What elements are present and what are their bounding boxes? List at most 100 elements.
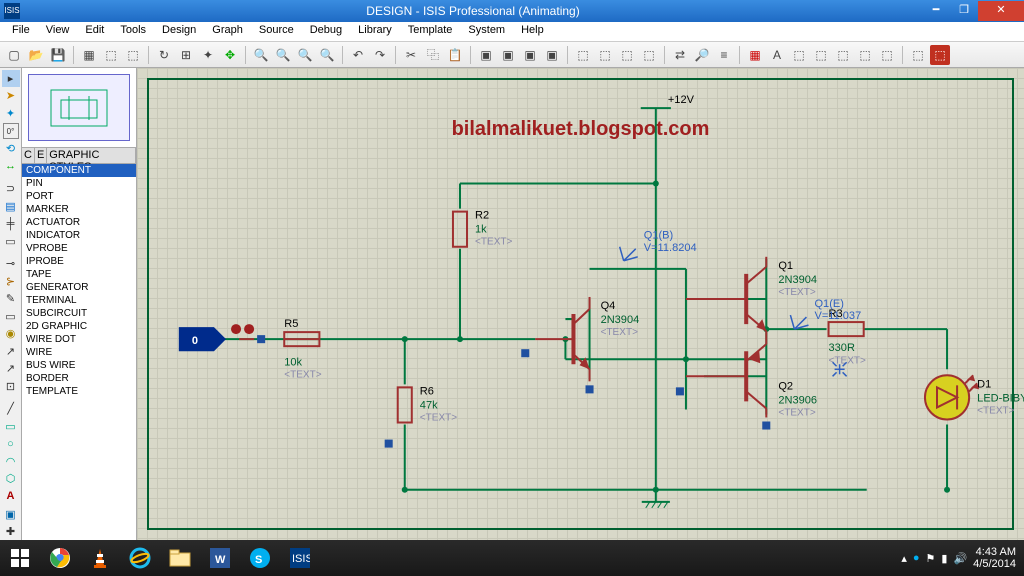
tray-skype-icon[interactable]: ●: [913, 552, 920, 564]
object-selector[interactable]: COMPONENTPINPORTMARKERACTUATORINDICATORV…: [22, 164, 136, 540]
object-type-item[interactable]: TERMINAL: [22, 294, 136, 307]
print-area-button[interactable]: ▦: [79, 45, 99, 65]
packaging-button[interactable]: ⬚: [617, 45, 637, 65]
new-button[interactable]: ▢: [4, 45, 24, 65]
marker-2d-icon[interactable]: ✚: [2, 523, 20, 540]
junction-mode-icon[interactable]: ✦: [2, 105, 20, 122]
menu-library[interactable]: Library: [350, 22, 400, 41]
object-type-item[interactable]: 2D GRAPHIC: [22, 320, 136, 333]
skype-icon[interactable]: S: [240, 540, 280, 576]
search-button[interactable]: 🔎: [692, 45, 712, 65]
chrome-icon[interactable]: [40, 540, 80, 576]
object-type-item[interactable]: PORT: [22, 190, 136, 203]
arc-2d-icon[interactable]: ◠: [2, 453, 20, 470]
zoom-area-button[interactable]: 🔍: [317, 45, 337, 65]
word-icon[interactable]: W: [200, 540, 240, 576]
paste-button[interactable]: 📋: [445, 45, 465, 65]
menu-design[interactable]: Design: [154, 22, 204, 41]
box-2d-icon[interactable]: ▭: [2, 418, 20, 435]
object-type-item[interactable]: COMPONENT: [22, 164, 136, 177]
tool4-button[interactable]: ⬚: [908, 45, 928, 65]
object-type-item[interactable]: VPROBE: [22, 242, 136, 255]
origin-button[interactable]: ✦: [198, 45, 218, 65]
import-button[interactable]: ⬚: [101, 45, 121, 65]
tape-icon[interactable]: ▭: [2, 308, 20, 325]
menu-source[interactable]: Source: [251, 22, 302, 41]
object-type-item[interactable]: BORDER: [22, 372, 136, 385]
menu-file[interactable]: File: [4, 22, 38, 41]
isis-task-icon[interactable]: ISIS: [280, 540, 320, 576]
label-mode-icon[interactable]: ⟲: [2, 140, 20, 157]
explorer-icon[interactable]: [160, 540, 200, 576]
tool2-button[interactable]: ⬚: [855, 45, 875, 65]
component-mode-icon[interactable]: ➤: [2, 88, 20, 105]
make-device-button[interactable]: ⬚: [595, 45, 615, 65]
graph-icon[interactable]: ✎: [2, 290, 20, 307]
pick-button[interactable]: ⬚: [573, 45, 593, 65]
text-2d-icon[interactable]: A: [2, 488, 20, 505]
menu-tools[interactable]: Tools: [112, 22, 154, 41]
component-q2[interactable]: Q2 2N3906 <TEXT>: [676, 331, 817, 429]
decompose-button[interactable]: ⬚: [639, 45, 659, 65]
tray-volume-icon[interactable]: 🔊: [953, 552, 967, 565]
component-q1[interactable]: Q1 2N3904 <TEXT>: [686, 257, 817, 331]
export-button[interactable]: ⬚: [123, 45, 143, 65]
block-move-button[interactable]: ▣: [498, 45, 518, 65]
object-type-item[interactable]: MARKER: [22, 203, 136, 216]
instrument-icon[interactable]: ⊡: [2, 378, 20, 395]
maximize-button[interactable]: ❐: [950, 1, 978, 21]
erc-button[interactable]: A: [767, 45, 787, 65]
wire-label-icon[interactable]: ⊃: [2, 180, 20, 197]
schematic-canvas[interactable]: bilalmalikuet.blogspot.com +12V: [137, 68, 1024, 540]
block-delete-button[interactable]: ▣: [542, 45, 562, 65]
subcircuit-icon[interactable]: ▭: [2, 233, 20, 250]
zoom-out-button[interactable]: 🔍: [273, 45, 293, 65]
overview-window[interactable]: [22, 68, 136, 148]
rotate-icon[interactable]: 0°: [3, 123, 19, 140]
line-2d-icon[interactable]: ╱: [2, 400, 20, 417]
close-button[interactable]: ✕: [978, 1, 1024, 21]
block-rotate-button[interactable]: ▣: [520, 45, 540, 65]
zoom-in-button[interactable]: 🔍: [251, 45, 271, 65]
object-type-item[interactable]: GENERATOR: [22, 281, 136, 294]
selection-mode-icon[interactable]: ▸: [2, 70, 20, 87]
tool1-button[interactable]: ⬚: [833, 45, 853, 65]
object-type-item[interactable]: WIRE: [22, 346, 136, 359]
mirror-mode-icon[interactable]: ↔: [2, 158, 20, 175]
object-type-item[interactable]: TEMPLATE: [22, 385, 136, 398]
save-button[interactable]: 💾: [48, 45, 68, 65]
object-type-item[interactable]: PIN: [22, 177, 136, 190]
ie-icon[interactable]: [120, 540, 160, 576]
zoom-all-button[interactable]: 🔍: [295, 45, 315, 65]
property-button[interactable]: ≡: [714, 45, 734, 65]
object-type-item[interactable]: WIRE DOT: [22, 333, 136, 346]
object-type-item[interactable]: INDICATOR: [22, 229, 136, 242]
menu-view[interactable]: View: [38, 22, 78, 41]
minimize-button[interactable]: ━: [922, 1, 950, 21]
object-type-item[interactable]: SUBCIRCUIT: [22, 307, 136, 320]
component-q4[interactable]: Q4 2N3904 <TEXT>: [521, 297, 639, 393]
system-tray[interactable]: ▴ ● ⚑ ▮ 🔊 4:43 AM4/5/2014: [901, 546, 1024, 570]
vlc-icon[interactable]: [80, 540, 120, 576]
symbol-2d-icon[interactable]: ▣: [2, 506, 20, 523]
object-type-item[interactable]: ACTUATOR: [22, 216, 136, 229]
object-type-item[interactable]: IPROBE: [22, 255, 136, 268]
tray-up-icon[interactable]: ▴: [901, 552, 907, 565]
wire-autoroute-button[interactable]: ⇄: [670, 45, 690, 65]
menu-graph[interactable]: Graph: [204, 22, 251, 41]
component-r2[interactable]: R2 1k <TEXT>: [453, 210, 513, 248]
text-script-icon[interactable]: ▤: [2, 198, 20, 215]
ares-button[interactable]: ⬚: [811, 45, 831, 65]
open-button[interactable]: 📂: [26, 45, 46, 65]
grid-button[interactable]: ⊞: [176, 45, 196, 65]
copy-button[interactable]: ⿻: [423, 45, 443, 65]
voltage-probe-icon[interactable]: ↗: [2, 343, 20, 360]
object-type-item[interactable]: BUS WIRE: [22, 359, 136, 372]
pan-button[interactable]: ✥: [220, 45, 240, 65]
component-d1[interactable]: D1 LED-BIBY <TEXT>: [925, 375, 1024, 419]
redo-button[interactable]: ↷: [370, 45, 390, 65]
netlist-button[interactable]: ▦: [745, 45, 765, 65]
cut-button[interactable]: ✂: [401, 45, 421, 65]
path-2d-icon[interactable]: ⬡: [2, 471, 20, 488]
menu-template[interactable]: Template: [400, 22, 461, 41]
